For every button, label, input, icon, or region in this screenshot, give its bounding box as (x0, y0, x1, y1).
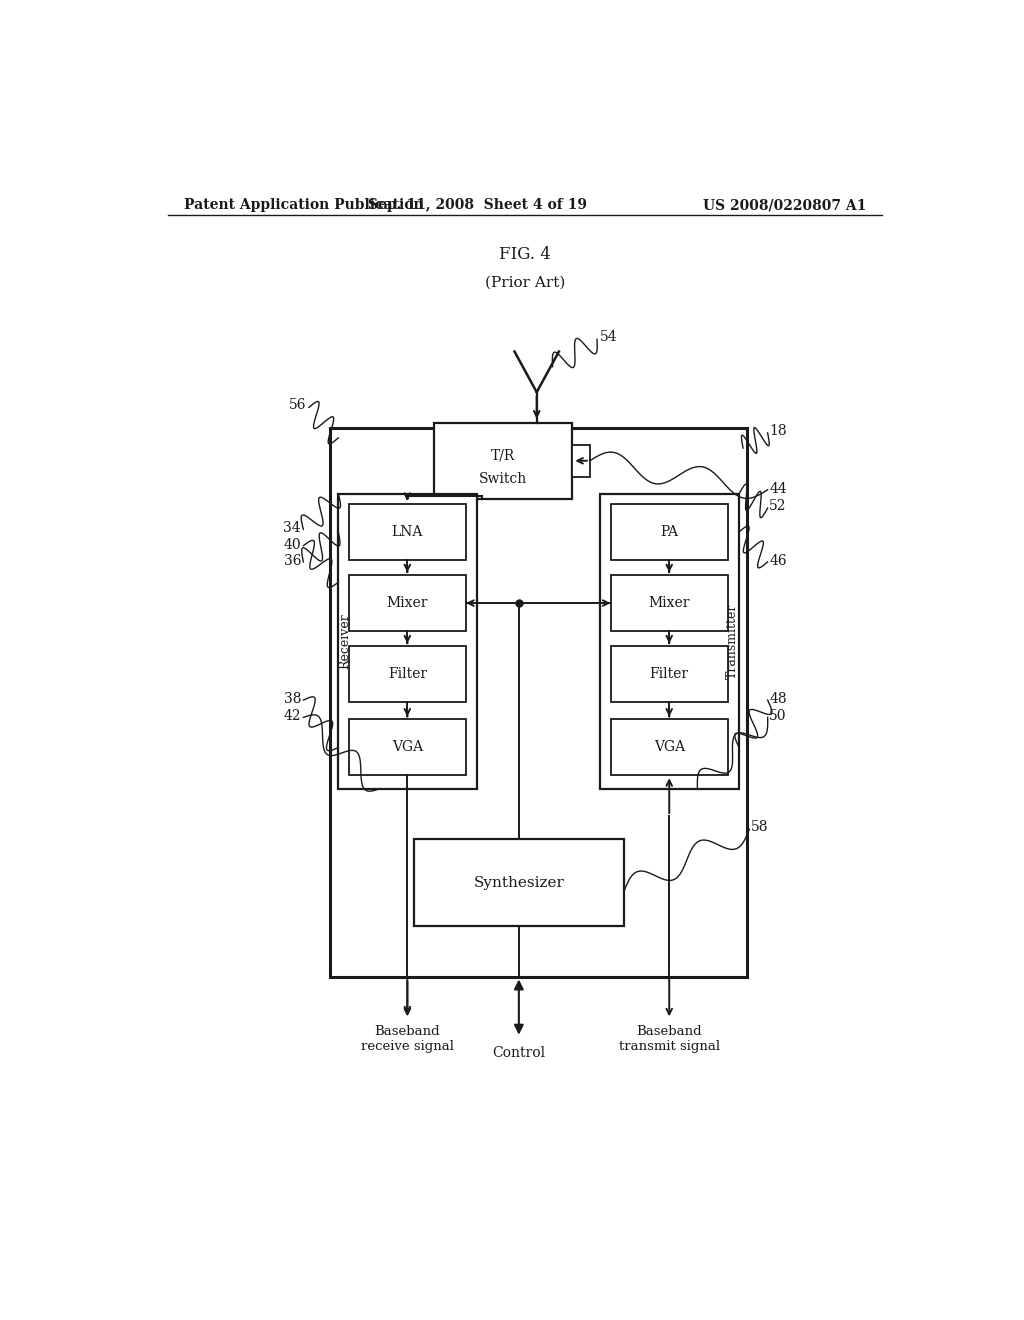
Bar (331, 428, 748, 977)
Text: FIG. 4: FIG. 4 (499, 247, 551, 264)
Bar (414, 840, 624, 925)
Text: Sep. 11, 2008  Sheet 4 of 19: Sep. 11, 2008 Sheet 4 of 19 (368, 198, 587, 213)
Text: LNA: LNA (391, 525, 423, 539)
Text: 48: 48 (769, 692, 786, 706)
Text: Filter: Filter (388, 667, 427, 681)
Text: 42: 42 (284, 709, 301, 723)
Text: 36: 36 (284, 554, 301, 568)
Bar (338, 494, 477, 788)
Text: Patent Application Publication: Patent Application Publication (183, 198, 423, 213)
Bar (348, 504, 466, 560)
Text: Synthesizer: Synthesizer (473, 875, 564, 890)
Bar (610, 647, 728, 702)
Bar (433, 422, 572, 499)
Text: Baseband
transmit signal: Baseband transmit signal (618, 1026, 720, 1053)
Text: Filter: Filter (649, 667, 689, 681)
Text: 52: 52 (769, 499, 786, 513)
Bar (348, 719, 466, 775)
Text: Control: Control (493, 1045, 546, 1060)
Text: Mixer: Mixer (387, 597, 428, 610)
Text: 50: 50 (769, 709, 786, 723)
Bar (572, 445, 590, 477)
Text: US 2008/0220807 A1: US 2008/0220807 A1 (702, 198, 866, 213)
Text: Transmitter: Transmitter (726, 603, 739, 678)
Text: 40: 40 (284, 537, 301, 552)
Bar (610, 576, 728, 631)
Text: (Prior Art): (Prior Art) (484, 276, 565, 289)
Text: Mixer: Mixer (648, 597, 690, 610)
Text: PA: PA (660, 525, 678, 539)
Text: 34: 34 (284, 521, 301, 536)
Bar (610, 719, 728, 775)
Bar (610, 504, 728, 560)
Text: 56: 56 (289, 399, 306, 412)
Text: VGA: VGA (653, 741, 685, 755)
Text: VGA: VGA (392, 741, 423, 755)
Text: Switch: Switch (479, 473, 527, 486)
Text: 58: 58 (751, 820, 768, 834)
Text: Receiver: Receiver (338, 614, 351, 669)
Bar (348, 647, 466, 702)
Text: 54: 54 (599, 330, 617, 345)
Bar (600, 494, 739, 788)
Text: Baseband
receive signal: Baseband receive signal (360, 1026, 454, 1053)
Text: 38: 38 (284, 692, 301, 706)
Bar (348, 576, 466, 631)
Text: 46: 46 (769, 554, 786, 568)
Text: T/R: T/R (490, 449, 515, 463)
Text: 44: 44 (769, 482, 787, 496)
Text: 18: 18 (769, 424, 786, 438)
